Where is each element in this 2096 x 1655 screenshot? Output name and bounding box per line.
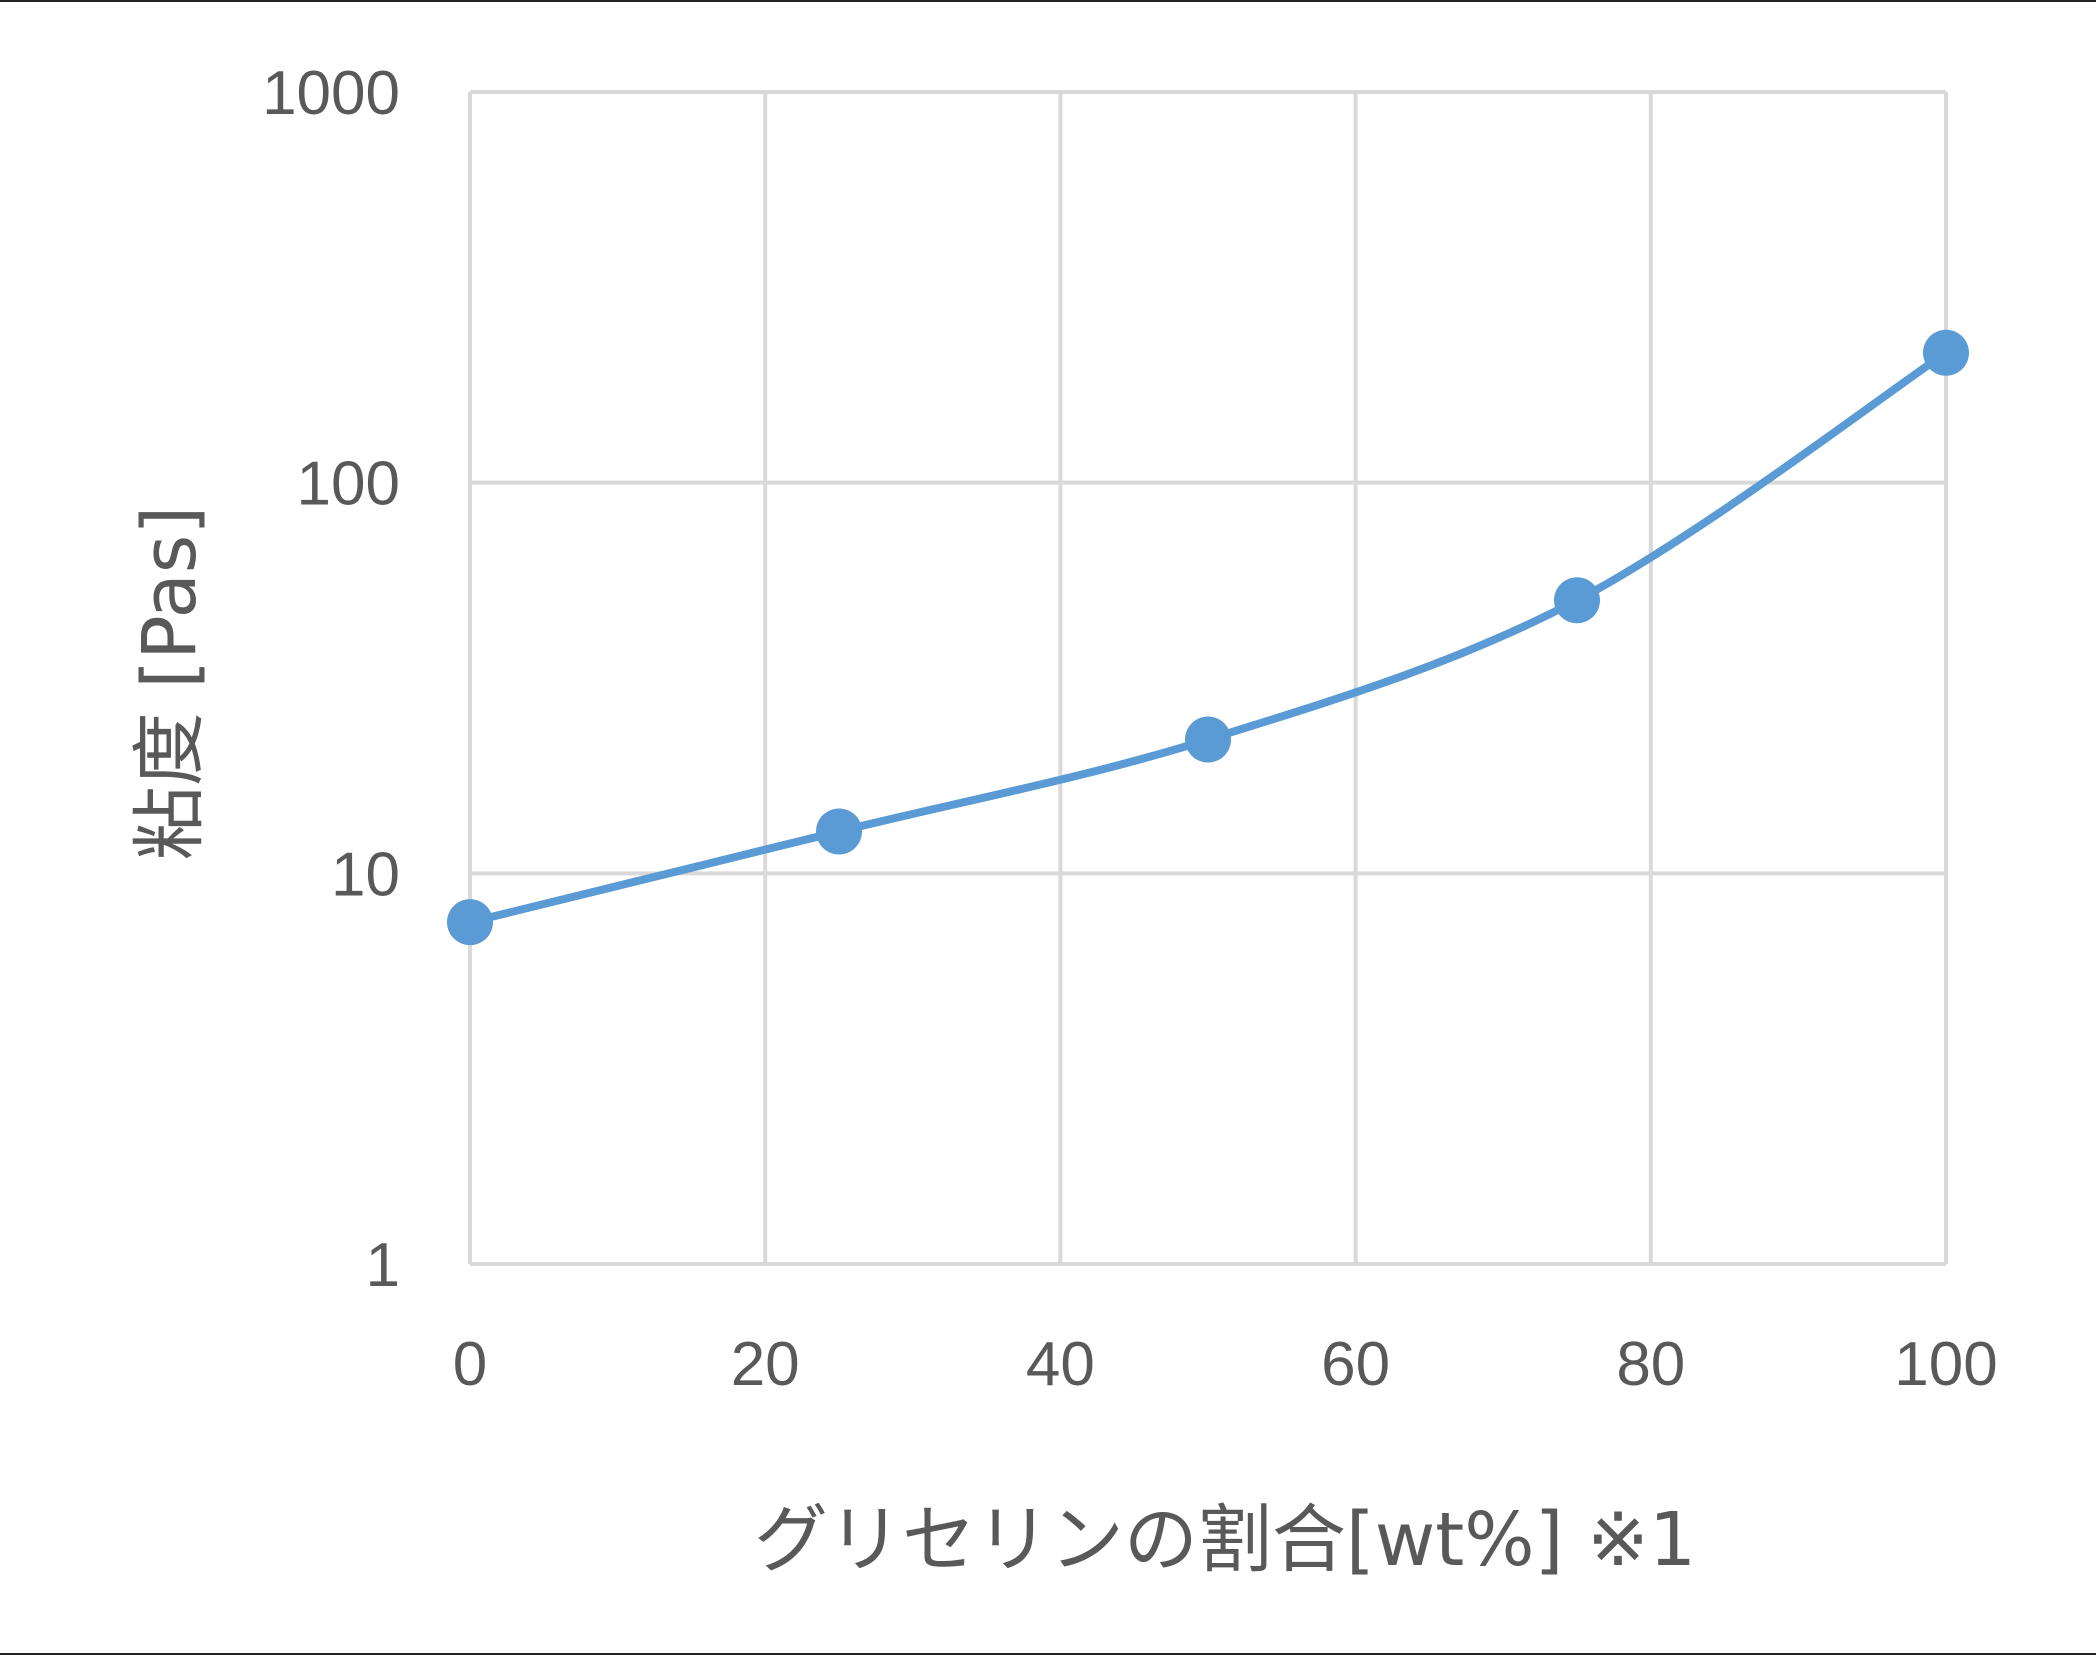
x-tick-label-0: 0	[453, 1330, 487, 1399]
data-point-100	[1923, 329, 1969, 376]
series-layer	[447, 329, 1969, 946]
y-tick-label-10: 10	[331, 840, 400, 909]
y-tick-label-1: 1	[366, 1231, 400, 1300]
data-point-0	[447, 899, 493, 946]
data-point-50	[1185, 716, 1231, 763]
x-tick-label-60: 60	[1321, 1330, 1390, 1399]
tick-labels: 0 20 40 60 80 100 1 10 100 1000	[262, 59, 1998, 1399]
y-tick-label-1000: 1000	[262, 59, 400, 128]
y-tick-label-100: 100	[297, 450, 400, 519]
x-tick-label-100: 100	[1894, 1330, 1997, 1399]
gridlines	[468, 90, 1948, 1266]
y-axis-title: 粘度 [Pas]	[127, 506, 213, 860]
x-axis-title: グリセリンの割合[wt%] ※1	[754, 1497, 1696, 1583]
data-point-75	[1554, 577, 1600, 624]
x-tick-label-40: 40	[1026, 1330, 1095, 1399]
x-tick-label-80: 80	[1616, 1330, 1685, 1399]
series-line-0	[466, 348, 1950, 927]
data-point-25	[816, 808, 862, 855]
x-tick-label-20: 20	[731, 1330, 800, 1399]
